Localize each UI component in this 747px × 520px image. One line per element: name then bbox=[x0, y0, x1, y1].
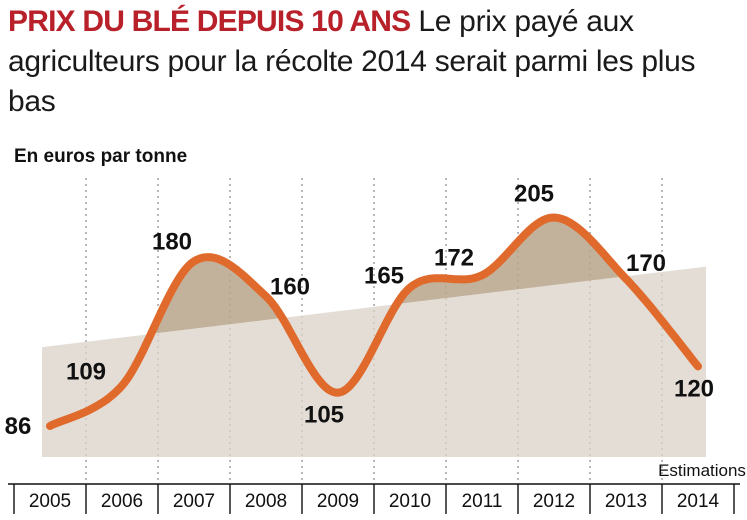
x-tick-label-2011: 2011 bbox=[462, 491, 503, 512]
x-tick-label-2008: 2008 bbox=[245, 491, 287, 512]
chart-headline-text: Le prix payé aux agriculteurs pour la ré… bbox=[8, 5, 696, 118]
data-label-2014: 120 bbox=[674, 375, 714, 402]
x-tick-label-2009: 2009 bbox=[317, 491, 359, 512]
data-label-2012: 205 bbox=[514, 181, 554, 208]
data-label-2008: 160 bbox=[270, 273, 310, 300]
data-labels: 86 109 180 160 105 165 172 205 170 120 bbox=[5, 181, 714, 440]
data-label-2013: 170 bbox=[626, 250, 666, 277]
chart-kicker: PRIX DU BLÉ DEPUIS 10 ANS bbox=[8, 5, 411, 38]
data-label-2009: 105 bbox=[304, 402, 344, 429]
data-label-2005: 86 bbox=[5, 413, 32, 440]
x-tick-label-2006: 2006 bbox=[101, 491, 143, 512]
x-tick-label-2014: 2014 bbox=[677, 491, 720, 512]
estimate-label: Estimations bbox=[658, 461, 746, 480]
x-tick-label-2012: 2012 bbox=[533, 491, 575, 512]
data-label-2011: 172 bbox=[434, 244, 474, 271]
data-label-2007: 180 bbox=[152, 228, 192, 255]
chart-headline: PRIX DU BLÉ DEPUIS 10 ANS Le prix payé a… bbox=[8, 2, 744, 122]
data-label-2006: 109 bbox=[66, 359, 106, 386]
trend-band bbox=[42, 266, 706, 457]
x-tick-label-2010: 2010 bbox=[389, 491, 431, 512]
x-axis: 2005 2006 2007 2008 2009 2010 2011 2012 2013 2014 bbox=[8, 483, 740, 514]
data-label-2010: 165 bbox=[364, 263, 404, 290]
unit-label: En euros par tonne bbox=[14, 146, 188, 167]
x-tick-label-2007: 2007 bbox=[173, 491, 215, 512]
x-tick-label-2013: 2013 bbox=[605, 491, 647, 512]
price-line bbox=[46, 213, 702, 430]
x-tick-label-2005: 2005 bbox=[29, 491, 71, 512]
